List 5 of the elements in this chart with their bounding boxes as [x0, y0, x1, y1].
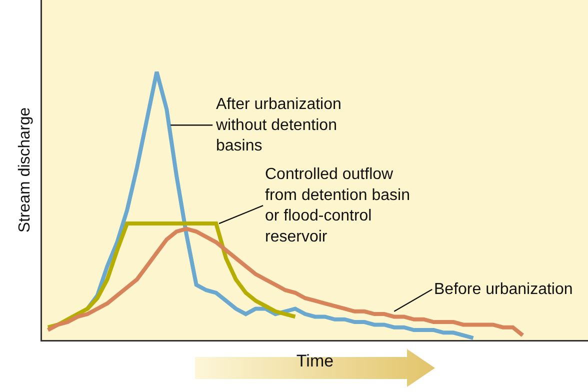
text: Controlled outflow from detention basin or flood-control reservoir [265, 166, 410, 246]
text: After urbanization without detention basins [215, 96, 342, 155]
y-axis-title: Stream discharge [16, 107, 34, 233]
series-label: Before urbanization [434, 281, 573, 298]
x-axis-title: Time [296, 352, 334, 371]
